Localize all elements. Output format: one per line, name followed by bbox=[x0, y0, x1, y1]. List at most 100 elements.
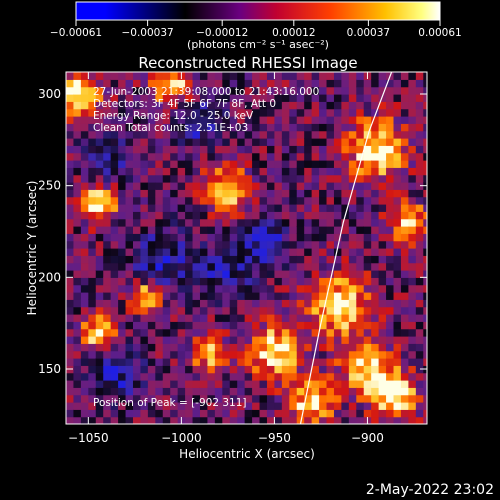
heatmap-cell bbox=[371, 270, 380, 278]
heatmap-cell bbox=[378, 277, 387, 286]
heatmap-cell bbox=[378, 189, 387, 198]
heatmap-cell bbox=[155, 350, 164, 359]
heatmap-cell bbox=[229, 328, 238, 337]
heatmap-cell bbox=[274, 130, 283, 139]
heatmap-cell bbox=[341, 189, 350, 198]
heatmap-cell bbox=[103, 248, 112, 256]
heatmap-cell bbox=[244, 108, 253, 117]
heatmap-cell bbox=[140, 218, 149, 227]
heatmap-cell bbox=[252, 328, 261, 337]
heatmap-cell bbox=[281, 248, 290, 256]
heatmap-cell bbox=[281, 233, 290, 242]
heatmap-cell bbox=[132, 416, 142, 424]
heatmap-cell bbox=[244, 174, 253, 183]
heatmap-cell bbox=[333, 145, 342, 154]
heatmap-cell bbox=[207, 416, 216, 424]
heatmap-cell bbox=[393, 416, 402, 424]
heatmap-cell bbox=[222, 108, 231, 117]
heatmap-cell bbox=[333, 130, 342, 139]
heatmap-cell bbox=[177, 189, 186, 198]
heatmap-cell bbox=[252, 152, 261, 161]
heatmap-cell bbox=[125, 160, 134, 168]
heatmap-cell bbox=[400, 358, 409, 366]
heatmap-cell bbox=[319, 79, 328, 88]
heatmap-cell bbox=[229, 343, 238, 352]
heatmap-cell bbox=[155, 130, 164, 139]
heatmap-cell bbox=[423, 86, 427, 95]
heatmap-cell bbox=[408, 350, 417, 359]
heatmap-cell bbox=[214, 284, 223, 293]
heatmap-cell bbox=[66, 402, 75, 410]
heatmap-cell bbox=[192, 79, 201, 88]
heatmap-cell bbox=[80, 72, 89, 80]
heatmap-cell bbox=[118, 394, 127, 403]
heatmap-cell bbox=[348, 101, 357, 110]
heatmap-cell bbox=[207, 350, 216, 359]
heatmap-cell bbox=[311, 416, 320, 424]
heatmap-cell bbox=[311, 372, 320, 381]
heatmap-cell bbox=[229, 314, 238, 322]
heatmap-cell bbox=[326, 387, 335, 396]
heatmap-cell bbox=[118, 328, 127, 337]
heatmap-cell bbox=[199, 233, 209, 242]
heatmap-cell bbox=[140, 358, 149, 366]
heatmap-cell bbox=[371, 72, 380, 80]
heatmap-cell bbox=[386, 248, 395, 256]
heatmap-cell bbox=[132, 262, 142, 271]
heatmap-cell bbox=[348, 365, 357, 374]
heatmap-cell bbox=[296, 321, 305, 330]
heatmap-cell bbox=[118, 365, 127, 374]
heatmap-cell bbox=[244, 328, 253, 337]
heatmap-cell bbox=[415, 145, 424, 154]
heatmap-cell bbox=[177, 233, 186, 242]
heatmap-cell bbox=[118, 292, 127, 300]
heatmap-cell bbox=[281, 189, 290, 198]
heatmap-cell bbox=[66, 262, 75, 271]
heatmap-cell bbox=[348, 116, 357, 124]
heatmap-cell bbox=[386, 86, 395, 95]
heatmap-cell bbox=[356, 130, 365, 139]
heatmap-cell bbox=[73, 152, 82, 161]
heatmap-cell bbox=[125, 123, 134, 132]
heatmap-cell bbox=[266, 86, 276, 95]
heatmap-cell bbox=[147, 277, 156, 286]
heatmap-cell bbox=[222, 226, 231, 234]
heatmap-cell bbox=[341, 409, 350, 418]
heatmap-cell bbox=[177, 182, 186, 190]
heatmap-cell bbox=[252, 240, 261, 249]
heatmap-cell bbox=[386, 350, 395, 359]
heatmap-cell bbox=[386, 292, 395, 300]
heatmap-cell bbox=[132, 358, 142, 366]
heatmap-cell bbox=[199, 358, 209, 366]
heatmap-cell bbox=[185, 226, 194, 234]
heatmap-cell bbox=[88, 292, 97, 300]
heatmap-cell bbox=[73, 79, 82, 88]
heatmap-cell bbox=[252, 86, 261, 95]
heatmap-cell bbox=[125, 101, 134, 110]
heatmap-cell bbox=[400, 182, 409, 190]
heatmap-cell bbox=[177, 248, 186, 256]
heatmap-cell bbox=[192, 138, 201, 146]
heatmap-cell bbox=[289, 402, 298, 410]
heatmap-cell bbox=[73, 394, 82, 403]
heatmap-cell bbox=[80, 240, 89, 249]
colorbar: −0.00061 −0.00037 −0.00012 0.00012 0.00037 0.… bbox=[50, 1, 462, 51]
heatmap-cell bbox=[73, 270, 82, 278]
heatmap-cell bbox=[333, 270, 342, 278]
heatmap-cell bbox=[423, 299, 427, 308]
heatmap-cell bbox=[222, 292, 231, 300]
heatmap-cell bbox=[244, 387, 253, 396]
heatmap-cell bbox=[252, 218, 261, 227]
heatmap-cell bbox=[88, 167, 97, 176]
heatmap-cell bbox=[237, 284, 246, 293]
heatmap-cell bbox=[80, 196, 89, 205]
heatmap-cell bbox=[341, 101, 350, 110]
heatmap-cell bbox=[289, 174, 298, 183]
heatmap-cell bbox=[371, 380, 380, 388]
heatmap-cell bbox=[296, 299, 305, 308]
heatmap-cell bbox=[319, 277, 328, 286]
heatmap-cell bbox=[400, 299, 409, 308]
heatmap-cell bbox=[252, 79, 261, 88]
heatmap-cell bbox=[118, 211, 127, 220]
